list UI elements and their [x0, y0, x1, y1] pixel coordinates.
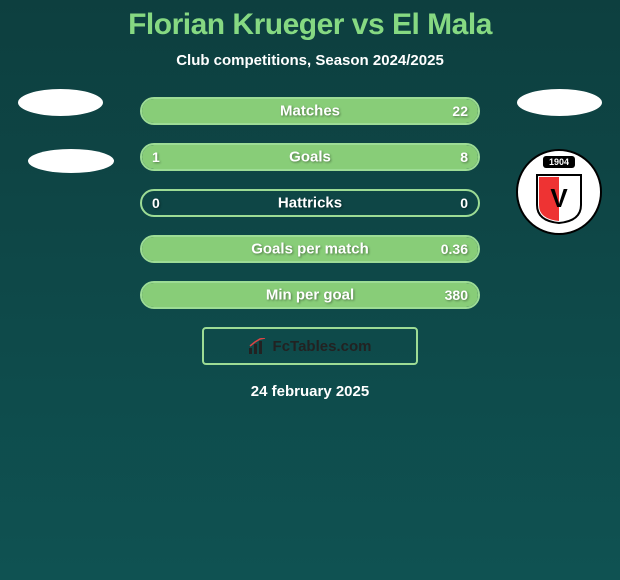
- oval-placeholder-icon: [517, 89, 602, 116]
- stat-label: Min per goal: [266, 287, 354, 304]
- stat-value-left: 0: [152, 195, 160, 211]
- stat-bars-group: Matches 22 1 Goals 8 0 Hattricks 0 Goals per mat…: [140, 97, 480, 309]
- stat-value-right: 380: [445, 287, 468, 303]
- viktoria-year: 1904: [543, 156, 575, 168]
- stat-row: Goals per match 0.36: [140, 235, 480, 263]
- date-label: 24 february 2025: [0, 383, 620, 400]
- fctables-label: FcTables.com: [273, 338, 372, 355]
- stat-value-right: 22: [452, 103, 468, 119]
- stat-value-right: 0: [460, 195, 468, 211]
- stat-value-left: 1: [152, 149, 160, 165]
- viktoria-shield-icon: V: [535, 173, 583, 225]
- stat-value-right: 8: [460, 149, 468, 165]
- player1-club-placeholder: [28, 149, 113, 234]
- oval-placeholder-icon: [18, 89, 103, 116]
- stat-label: Goals per match: [251, 241, 369, 258]
- subtitle: Club competitions, Season 2024/2025: [0, 52, 620, 69]
- chart-icon: [249, 338, 267, 354]
- fctables-attribution: FcTables.com: [202, 327, 418, 365]
- page-title: Florian Krueger vs El Mala: [0, 8, 620, 42]
- stat-row: Matches 22: [140, 97, 480, 125]
- stat-row: 0 Hattricks 0: [140, 189, 480, 217]
- stat-label: Hattricks: [278, 195, 342, 212]
- viktoria-koln-logo-icon: 1904 V: [516, 149, 602, 235]
- stat-label: Matches: [280, 103, 340, 120]
- stats-area: 1904 V Matches 22 1 Goals 8 0 Hattricks 0 Goals …: [0, 97, 620, 400]
- stat-row: Min per goal 380: [140, 281, 480, 309]
- stat-fill-left: [142, 145, 196, 169]
- oval-placeholder-icon: [28, 149, 114, 173]
- svg-text:V: V: [550, 183, 568, 213]
- stat-fill-right: [196, 145, 478, 169]
- stat-row: 1 Goals 8: [140, 143, 480, 171]
- stat-value-right: 0.36: [441, 241, 468, 257]
- player2-club-logo: 1904 V: [516, 149, 602, 235]
- stat-label: Goals: [289, 149, 331, 166]
- infographic-container: Florian Krueger vs El Mala Club competit…: [0, 0, 620, 400]
